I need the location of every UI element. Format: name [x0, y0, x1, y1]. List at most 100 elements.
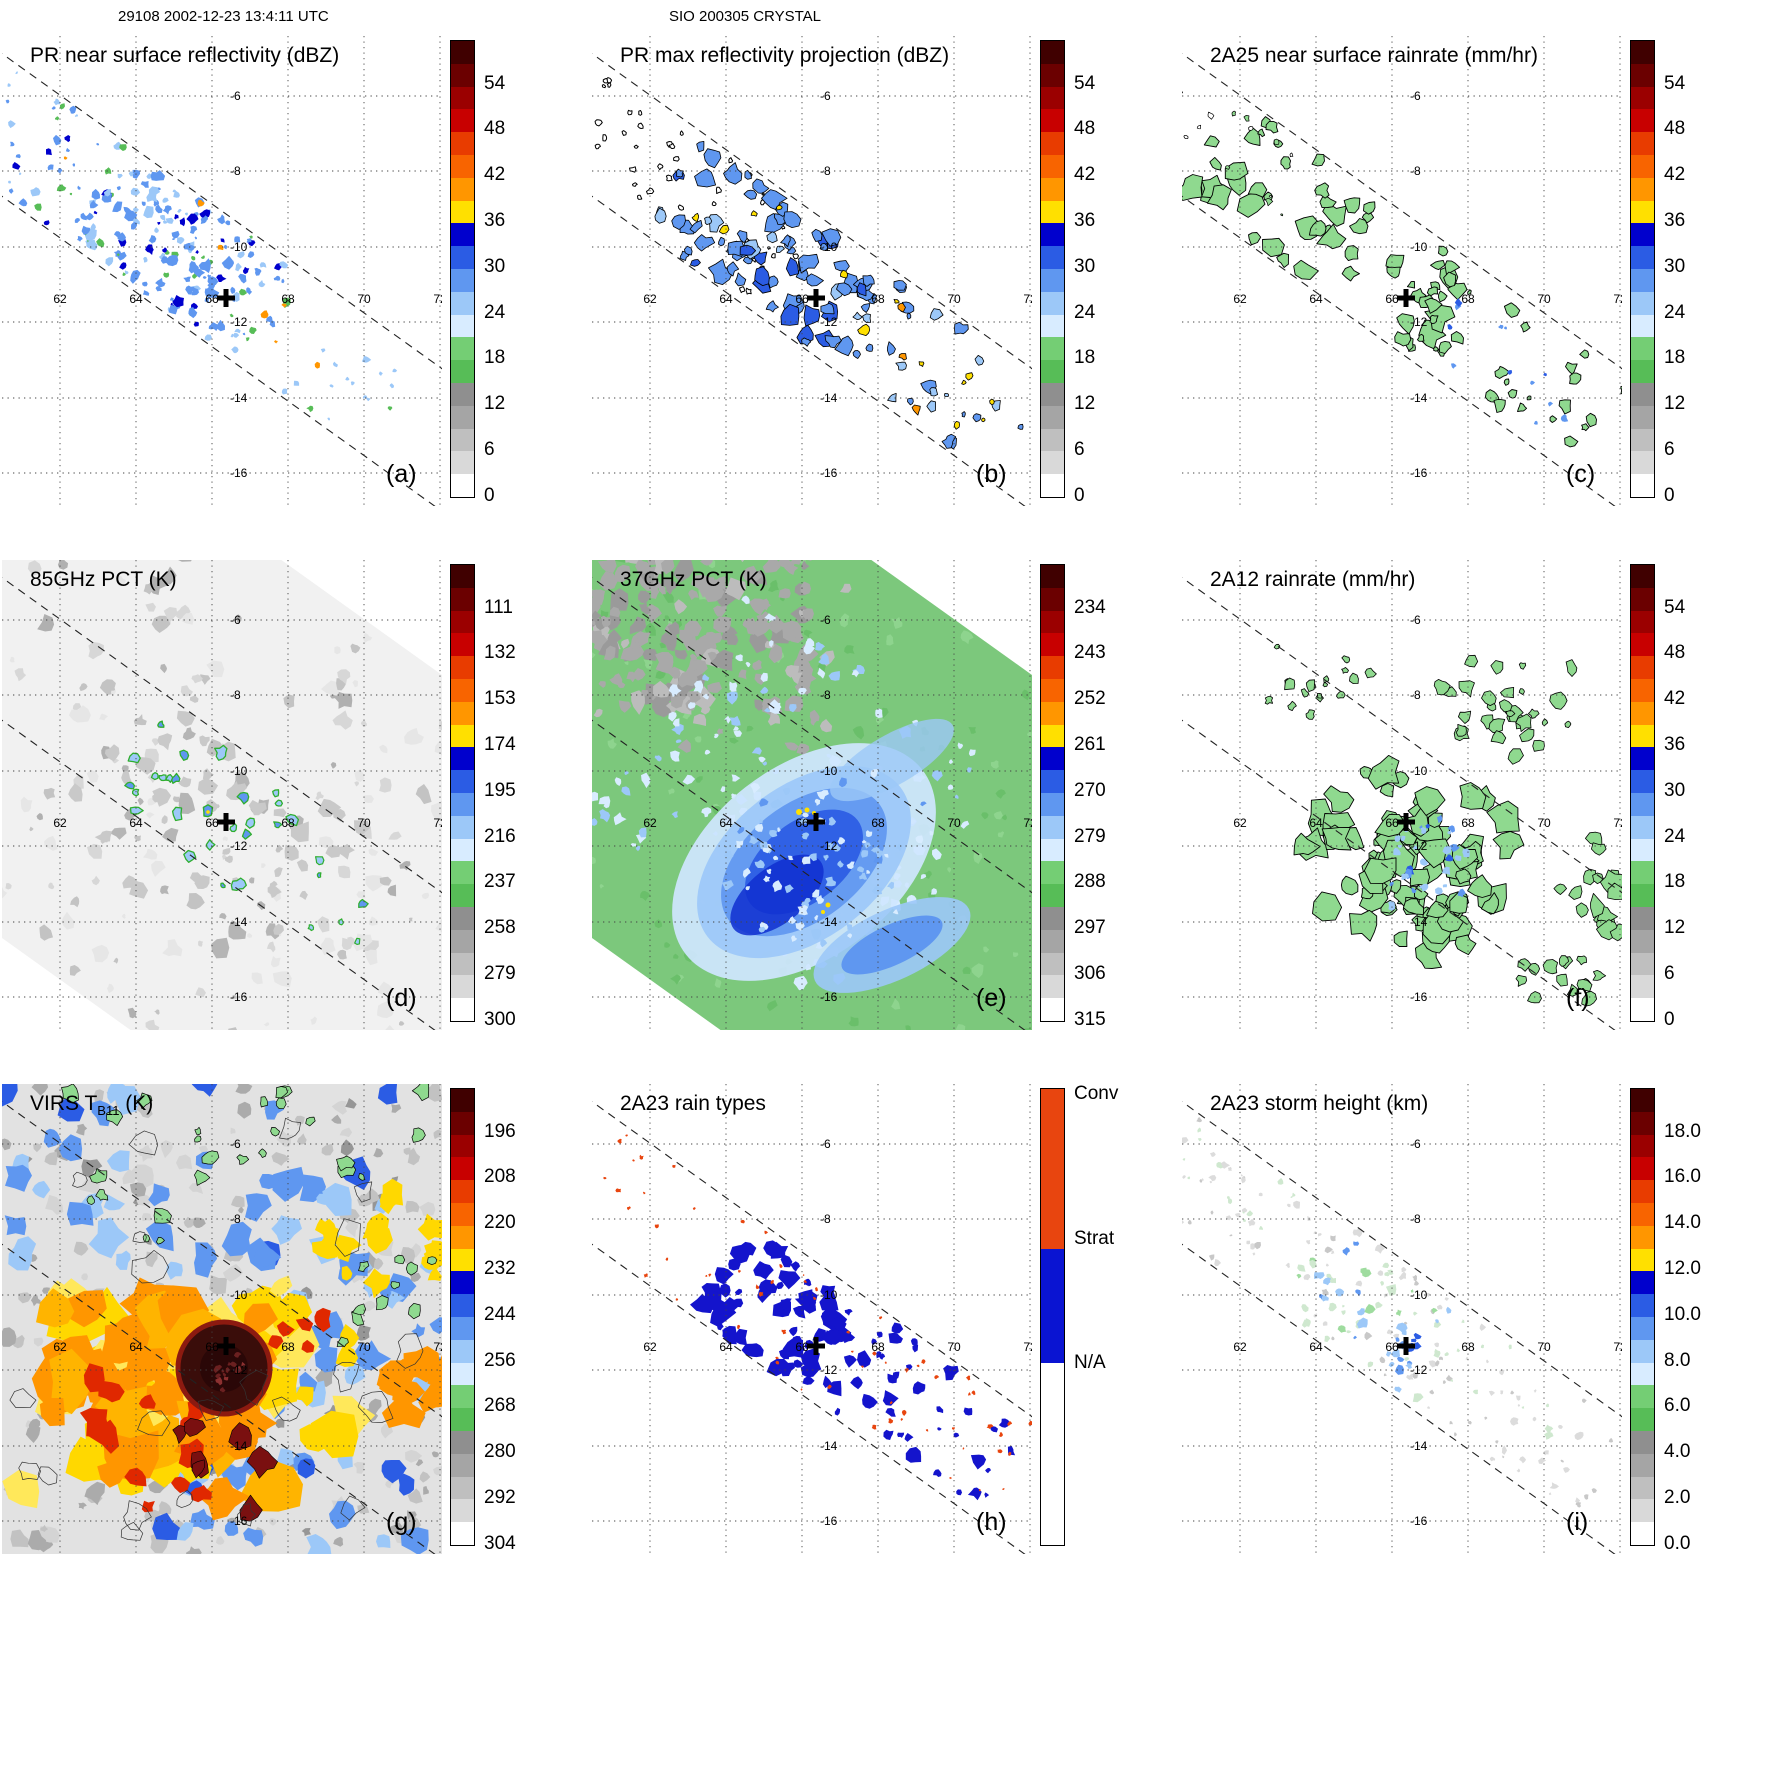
colorbar-segment — [451, 1134, 474, 1158]
panel-letter: (d) — [386, 984, 417, 1012]
colorbar-segment — [1041, 701, 1064, 725]
svg-text:-10: -10 — [230, 1288, 248, 1302]
colorbar-segment — [1631, 200, 1654, 224]
swath-edge-lines — [2, 52, 442, 506]
colorbar-segment — [1631, 314, 1654, 338]
colorbar-segment — [1041, 975, 1064, 999]
svg-text:66: 66 — [205, 292, 219, 306]
svg-text:72: 72 — [1023, 1340, 1032, 1354]
svg-text:70: 70 — [1537, 292, 1551, 306]
colorbar-segment — [1041, 815, 1064, 839]
colorbar-segment — [1041, 1111, 1064, 1135]
swath-edge-lines — [592, 52, 1032, 506]
svg-text:64: 64 — [719, 1340, 733, 1354]
colorbar-segment — [451, 587, 474, 611]
panel-title: VIRS TB11 (K) — [30, 1092, 153, 1118]
colorbar-segment — [451, 1157, 474, 1181]
colorbar-segment — [1631, 1316, 1654, 1340]
colorbar-segment — [1631, 1134, 1654, 1158]
grid-labels: 62 64 66 68 70 72 -6 -8 -10 -12 -14 -16 — [643, 89, 1032, 480]
colorbar-segment — [451, 861, 474, 885]
colorbar-segment — [1041, 1157, 1064, 1181]
grid-labels: 62 64 66 68 70 72 -6 -8 -10 -12 -14 -16 — [1233, 89, 1622, 480]
svg-text:66: 66 — [1385, 1340, 1399, 1354]
panel-h: 2A23 rain types 62 64 66 68 70 72 -6 -8 -10 -12 -1… — [590, 1078, 1180, 1602]
svg-text:-16: -16 — [1410, 990, 1428, 1004]
colorbar-segment — [1631, 86, 1654, 110]
colorbar-tick-label: 54 — [1664, 596, 1686, 618]
svg-text:68: 68 — [281, 816, 295, 830]
panel-letter: (h) — [976, 1508, 1007, 1536]
colorbar-segment — [1631, 906, 1654, 930]
colorbar-segment — [1631, 1408, 1654, 1431]
colorbar-segment — [1631, 132, 1654, 155]
colorbar-tick-label: 36 — [1074, 209, 1096, 231]
colorbar-segment — [451, 246, 474, 269]
colorbar-tick-label: 315 — [1074, 1008, 1106, 1030]
colorbar-segment — [1041, 952, 1064, 976]
colorbar-segment — [1631, 246, 1654, 269]
colorbar-segment — [1631, 1294, 1654, 1317]
colorbar-segment — [451, 1180, 474, 1203]
colorbar-segment — [451, 1202, 474, 1226]
colorbar-segment — [1041, 906, 1064, 930]
grid-lines — [592, 560, 1032, 1030]
colorbar-segment — [1631, 610, 1654, 634]
colorbar-tick-label: 279 — [1074, 825, 1106, 847]
colorbar-segment — [451, 1385, 474, 1409]
panel-i: 2A23 storm height (km) 62 64 66 68 70 72 -6 -8 -… — [1180, 1078, 1770, 1602]
colorbar-segment — [451, 1362, 474, 1386]
map-canvas-h: 62 64 66 68 70 72 -6 -8 -10 -12 -14 -16 — [592, 1084, 1032, 1554]
colorbar-e: 234 243 252 261 270 279 288 297 306 315 — [1040, 564, 1170, 1030]
colorbar-segment — [1041, 1134, 1064, 1158]
colorbar-segment — [1041, 1362, 1064, 1386]
colorbar-segment — [1041, 154, 1064, 178]
colorbar-segment — [1041, 1180, 1064, 1203]
colorbar-segment — [1041, 1522, 1064, 1545]
colorbar-tick-label: 30 — [1664, 255, 1686, 277]
svg-text:-10: -10 — [820, 1288, 838, 1302]
svg-text:-6: -6 — [820, 613, 831, 627]
colorbar-tick-label: 300 — [484, 1008, 516, 1030]
svg-text:62: 62 — [53, 816, 67, 830]
colorbar-segment — [1041, 861, 1064, 885]
colorbar-tick-label: 54 — [1664, 72, 1686, 94]
colorbar-segment — [1041, 929, 1064, 953]
svg-text:-12: -12 — [1410, 315, 1428, 329]
svg-text:-6: -6 — [1410, 613, 1421, 627]
panel-title-suffix: (K) — [119, 1092, 154, 1115]
colorbar-segment — [451, 154, 474, 178]
colorbar-segment — [1631, 998, 1654, 1021]
colorbar-segment — [1041, 223, 1064, 247]
svg-text:-16: -16 — [230, 1514, 248, 1528]
colorbar-tick-label: 18 — [484, 347, 506, 369]
colorbar-tick-label: 12.0 — [1664, 1257, 1701, 1279]
panel-title: PR max reflectivity projection (dBZ) — [620, 44, 949, 70]
colorbar-tick-label: 258 — [484, 917, 516, 939]
colorbar-tick-label: 18 — [1664, 347, 1686, 369]
colorbar-segment — [451, 1225, 474, 1249]
colorbar-tick-label: 24 — [1664, 825, 1686, 847]
panel-title: 2A23 rain types — [620, 1092, 766, 1118]
svg-text:64: 64 — [129, 292, 143, 306]
colorbar-segment — [1041, 337, 1064, 361]
svg-text:-16: -16 — [820, 1514, 838, 1528]
svg-text:-8: -8 — [230, 688, 241, 702]
colorbar-tick-label: 14.0 — [1664, 1212, 1701, 1234]
grid-labels: 62 64 66 68 70 72 -6 -8 -10 -12 -14 -16 — [53, 613, 442, 1004]
svg-text:-8: -8 — [820, 164, 831, 178]
colorbar-segment — [1631, 1522, 1654, 1545]
svg-text:66: 66 — [205, 816, 219, 830]
colorbar-segment — [1041, 1339, 1064, 1363]
colorbar-tick-label: 18 — [1074, 347, 1096, 369]
panel-letter: (f) — [1566, 984, 1590, 1012]
colorbar-tick-label: 6 — [484, 438, 495, 460]
colorbar-segment — [451, 200, 474, 224]
svg-text:62: 62 — [643, 816, 657, 830]
svg-text:-12: -12 — [820, 839, 838, 853]
colorbar-swatches — [1040, 1088, 1065, 1546]
colorbar-tick-label: 48 — [1074, 118, 1096, 140]
svg-text:70: 70 — [947, 292, 961, 306]
panel-title: 2A23 storm height (km) — [1210, 1092, 1428, 1118]
panel-title-text: 2A23 storm height (km) — [1210, 1092, 1429, 1115]
